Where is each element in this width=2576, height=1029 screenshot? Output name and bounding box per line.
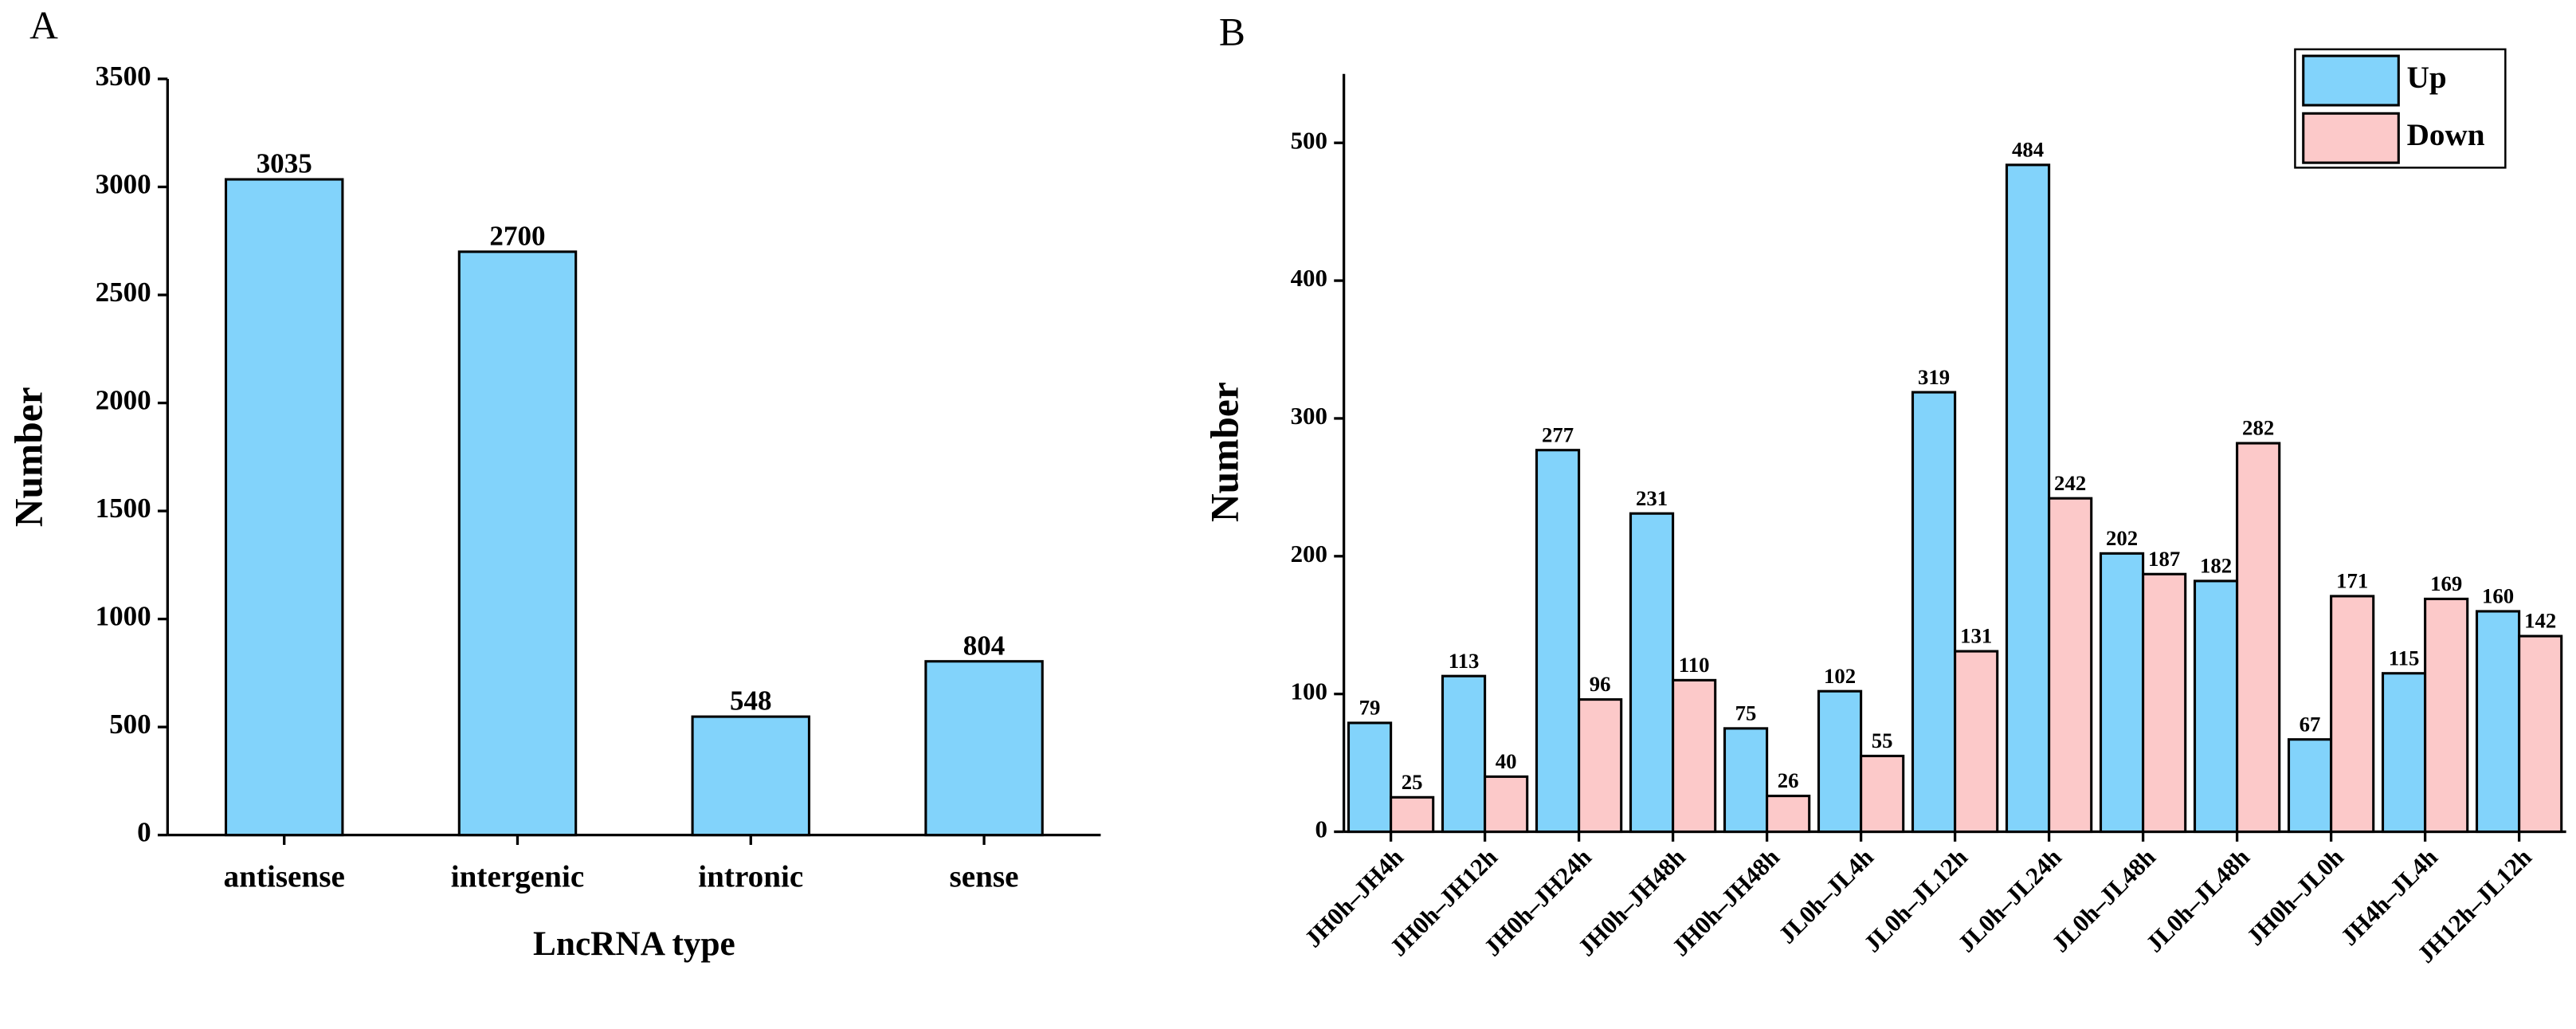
bar xyxy=(457,250,578,837)
y-tick-label: 200 xyxy=(1291,540,1327,568)
value-label: 40 xyxy=(1496,749,1517,773)
bar xyxy=(2193,579,2239,834)
x-tick-label: sense xyxy=(950,859,1019,894)
y-tick-label: 1000 xyxy=(96,601,151,632)
y-tick-label: 100 xyxy=(1291,677,1327,705)
y-axis-label: Number xyxy=(7,387,51,527)
value-label: 319 xyxy=(1918,365,1950,389)
value-label: 548 xyxy=(730,685,772,717)
y-tick-label: 0 xyxy=(137,817,151,848)
x-axis-label: LncRNA type xyxy=(533,925,735,963)
value-label: 171 xyxy=(2336,569,2368,593)
y-tick-label: 1500 xyxy=(96,493,151,524)
bar xyxy=(1672,678,1717,834)
y-tick-label: 2500 xyxy=(96,277,151,308)
bar xyxy=(1817,689,1863,834)
value-label: 242 xyxy=(2054,471,2086,495)
legend-label: Up xyxy=(2407,61,2447,95)
value-label: 804 xyxy=(963,630,1006,661)
bar xyxy=(2099,552,2145,834)
y-axis-label: Number xyxy=(1203,382,1247,522)
y-tick-label: 0 xyxy=(1315,815,1327,843)
bar xyxy=(1535,449,1581,834)
bar xyxy=(1578,698,1623,834)
value-label: 282 xyxy=(2242,416,2274,440)
value-label: 142 xyxy=(2524,609,2556,633)
value-label: 96 xyxy=(1590,672,1611,696)
bar xyxy=(1766,795,1811,834)
value-label: 26 xyxy=(1778,768,1799,792)
value-label: 277 xyxy=(1542,422,1574,446)
value-label: 484 xyxy=(2012,138,2044,162)
y-tick-label: 300 xyxy=(1291,402,1327,430)
bar xyxy=(1723,727,1769,834)
value-label: 182 xyxy=(2200,554,2232,578)
bar xyxy=(2005,163,2051,834)
legend-swatch xyxy=(2302,54,2400,107)
value-label: 110 xyxy=(1679,653,1710,677)
value-label: 79 xyxy=(1359,696,1381,720)
value-label: 113 xyxy=(1449,649,1480,673)
value-label: 102 xyxy=(1824,664,1856,688)
panel-label: A xyxy=(29,3,58,47)
bar xyxy=(924,660,1044,837)
bar xyxy=(2287,738,2333,834)
y-tick-label: 2000 xyxy=(96,385,151,416)
value-label: 67 xyxy=(2300,712,2321,736)
value-label: 231 xyxy=(1636,486,1668,510)
bar xyxy=(691,715,811,837)
value-label: 75 xyxy=(1735,701,1757,725)
bar xyxy=(2475,610,2521,834)
value-label: 131 xyxy=(1960,624,1992,648)
x-tick-label: antisense xyxy=(224,859,345,894)
x-tick-label: intronic xyxy=(698,859,803,894)
legend-label: Down xyxy=(2407,118,2485,152)
bar xyxy=(2518,634,2563,834)
bar xyxy=(1911,391,1957,834)
bar xyxy=(2236,442,2281,834)
bar xyxy=(1484,775,1529,834)
bar xyxy=(1347,721,1393,834)
value-label: 160 xyxy=(2482,584,2514,608)
value-label: 25 xyxy=(1402,770,1423,794)
bar xyxy=(1390,795,1435,834)
value-label: 187 xyxy=(2148,547,2180,571)
legend-swatch xyxy=(2302,112,2400,164)
panel-label: B xyxy=(1219,10,1245,54)
value-label: 115 xyxy=(2389,646,2420,670)
bar xyxy=(1860,754,1905,834)
value-label: 169 xyxy=(2430,571,2462,595)
y-tick-label: 500 xyxy=(109,709,151,740)
value-label: 3035 xyxy=(257,148,312,179)
bar xyxy=(1441,674,1487,834)
bar xyxy=(2142,572,2187,834)
value-label: 202 xyxy=(2106,526,2138,550)
bar xyxy=(2048,497,2093,834)
bar xyxy=(2381,672,2427,834)
bar xyxy=(2330,595,2375,834)
value-label: 55 xyxy=(1872,729,1893,752)
bar xyxy=(2424,597,2469,834)
x-tick-label: JH0h–JL0h xyxy=(2241,843,2349,951)
bar xyxy=(1954,650,1999,834)
bar xyxy=(1629,512,1675,834)
value-label: 2700 xyxy=(489,220,545,251)
y-tick-label: 500 xyxy=(1291,126,1327,154)
y-tick-label: 400 xyxy=(1291,264,1327,292)
y-tick-label: 3500 xyxy=(96,61,151,92)
x-tick-label: intergenic xyxy=(451,859,584,894)
bar xyxy=(224,178,344,837)
y-tick-label: 3000 xyxy=(96,169,151,200)
